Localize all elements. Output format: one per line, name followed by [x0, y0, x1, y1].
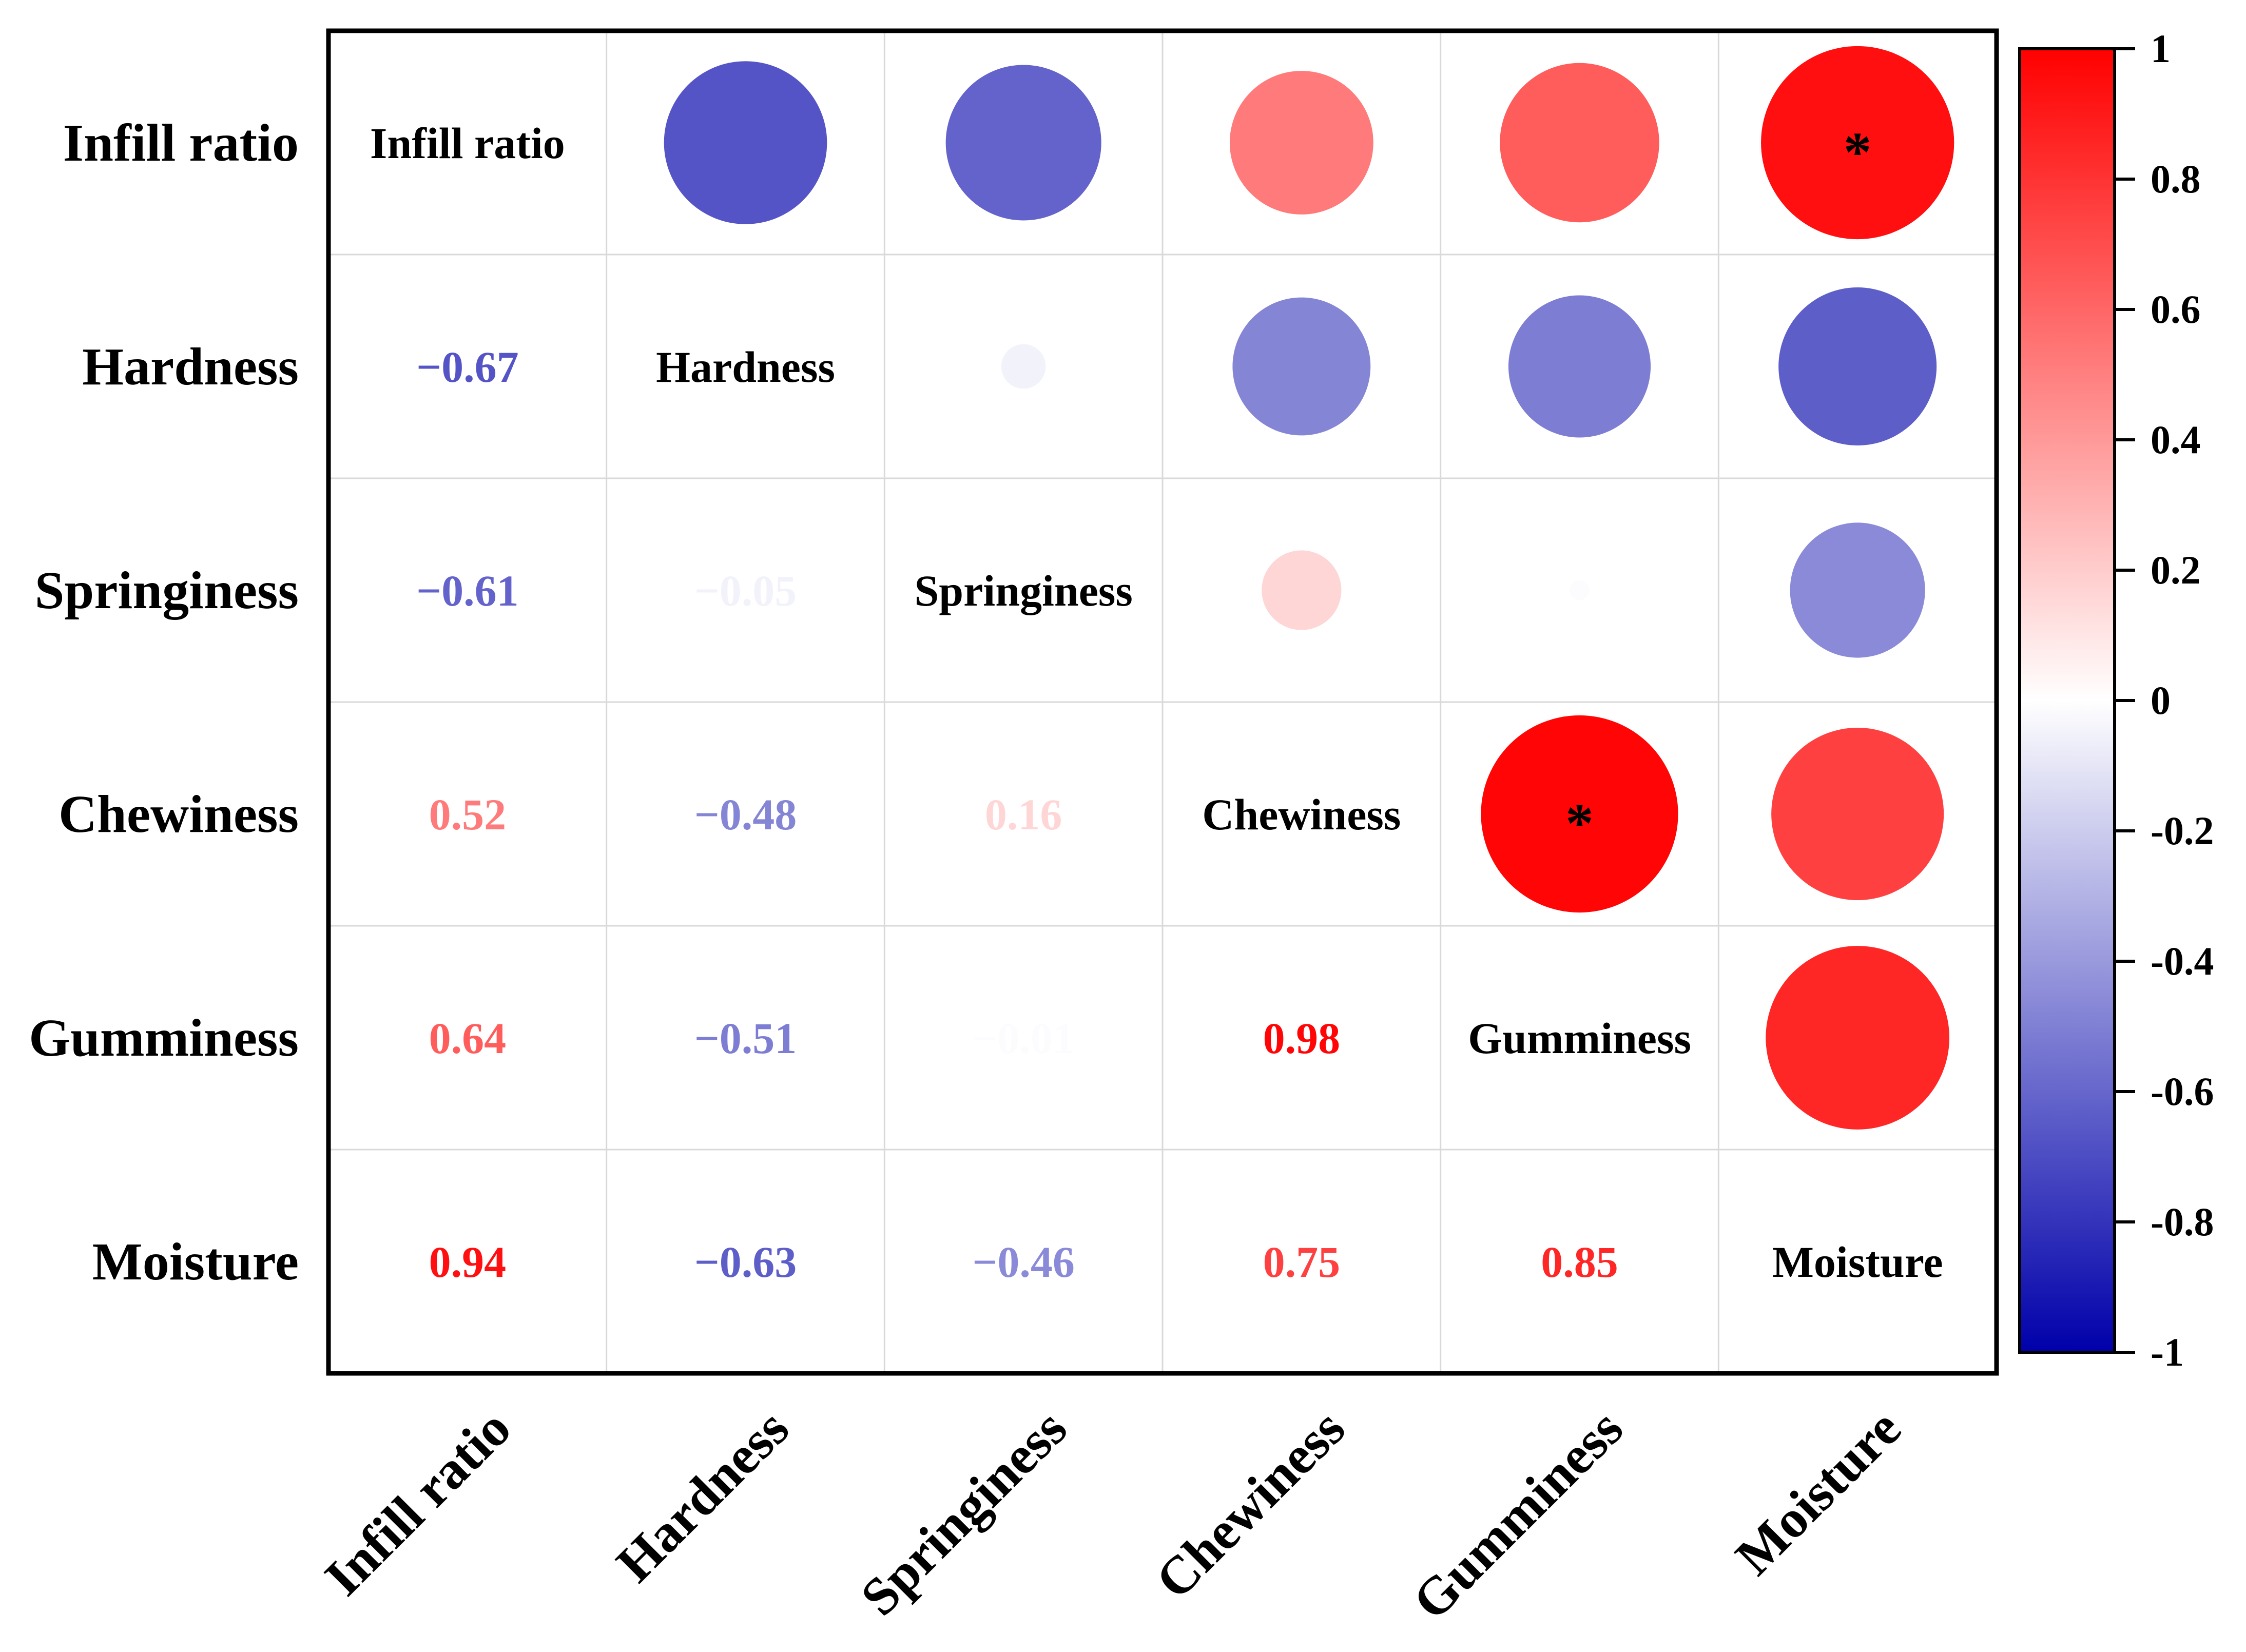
correlation-circle: [1570, 580, 1590, 600]
correlation-value-label: 0.85: [1541, 1237, 1618, 1287]
correlation-value-label: −0.46: [972, 1237, 1075, 1287]
correlation-value-label: 0.64: [429, 1014, 507, 1063]
y-axis-tick-label: Gumminess: [29, 1008, 299, 1067]
y-axis-tick-label: Infill ratio: [63, 113, 299, 172]
correlation-circle: [664, 61, 827, 224]
colorbar-tick-label: -0.6: [2151, 1069, 2214, 1114]
correlation-circle: [1001, 344, 1046, 389]
colorbar-tick-label: -0.2: [2151, 808, 2214, 853]
correlation-value-label: −0.05: [694, 566, 797, 615]
colorbar-gradient: [2018, 47, 2116, 1354]
correlation-circle: [945, 65, 1101, 221]
correlation-circle: [1232, 297, 1371, 436]
correlation-value-label: −0.51: [694, 1014, 797, 1063]
diagonal-variable-label: Gumminess: [1468, 1014, 1691, 1063]
y-axis-tick-label: Moisture: [92, 1232, 299, 1291]
correlation-value-label: −0.63: [694, 1237, 797, 1287]
correlation-circle: [1771, 727, 1944, 901]
correlation-circle: [1262, 550, 1342, 630]
y-axis-tick-label: Springiness: [35, 561, 299, 620]
diagonal-variable-label: Chewiness: [1202, 790, 1401, 839]
correlation-circles: [664, 46, 1954, 1130]
correlation-value-label: 0.98: [1263, 1014, 1341, 1063]
y-axis-tick-label: Chewiness: [59, 785, 299, 844]
colorbar-tick-label: 0.2: [2151, 548, 2201, 592]
correlation-value-label: 0.16: [985, 790, 1062, 839]
diagonal-variable-label: Infill ratio: [370, 119, 565, 168]
correlation-value-label: −0.61: [416, 566, 519, 615]
diagonal-variable-label: Moisture: [1772, 1237, 1943, 1287]
colorbar-tick-label: -1: [2151, 1330, 2184, 1374]
correlation-circle: [1500, 63, 1659, 223]
colorbar: 1 0.8 0.6 0.4 0.2 0 -0.2 -0.4 -0.6 -0.8 -1: [2018, 26, 2214, 1374]
correlation-circle: [1481, 715, 1678, 913]
correlation-value-label: 0.94: [429, 1237, 507, 1287]
correlation-value-label: 0.52: [429, 790, 507, 839]
correlation-value-label: −0.01: [972, 1014, 1075, 1063]
significance-marker: *: [1844, 121, 1872, 183]
colorbar-tick-label: -0.4: [2151, 939, 2214, 983]
colorbar-tick-label: -0.8: [2151, 1199, 2214, 1244]
y-axis-tick-label: Hardness: [82, 337, 299, 396]
diagonal-variable-label: Springiness: [914, 566, 1132, 615]
correlation-circle: [1761, 46, 1954, 240]
colorbar-tick-label: 0.4: [2151, 417, 2201, 462]
correlation-circle: [1229, 71, 1373, 215]
correlation-circle: [1790, 522, 1925, 658]
colorbar-tick-label: 0: [2151, 678, 2171, 723]
cell-texts: Infill ratio * −0.67 Hardness −0.61 −0.05 Spri…: [370, 119, 1943, 1287]
colorbar-tick-label: 0.8: [2151, 157, 2201, 201]
significance-marker: *: [1565, 792, 1594, 854]
grid-lines: [328, 31, 1997, 1373]
correlation-circle: [1778, 287, 1937, 445]
correlation-value-label: −0.48: [694, 790, 797, 839]
diagonal-variable-label: Hardness: [656, 342, 835, 392]
colorbar-tick-label: 1: [2151, 26, 2171, 71]
plot-border: [326, 28, 1999, 1376]
correlation-value-label: 0.75: [1263, 1237, 1341, 1287]
correlation-circle: [1766, 946, 1950, 1130]
colorbar-tick-label: 0.6: [2151, 287, 2201, 332]
correlation-value-label: −0.67: [416, 342, 519, 392]
correlation-circle: [1508, 295, 1651, 438]
